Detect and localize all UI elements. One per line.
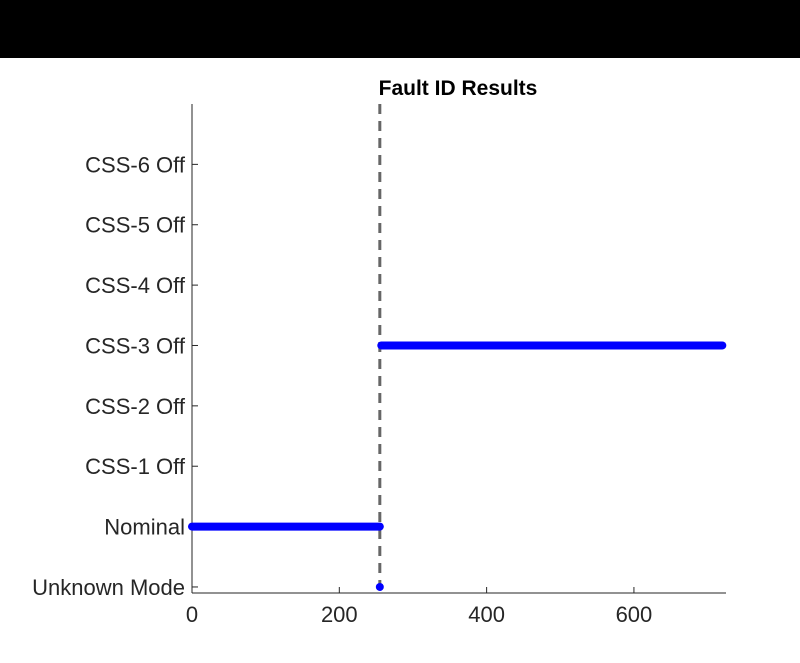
y-tick-label: CSS-6 Off [85,152,186,177]
y-tick-label: CSS-1 Off [85,454,186,479]
y-tick-label: CSS-4 Off [85,273,186,298]
x-tick-label: 400 [468,602,505,627]
chart-title: Fault ID Results [379,77,538,100]
x-tick-label: 0 [186,602,198,627]
x-tick-label: 200 [321,602,358,627]
x-tick-label: 600 [616,602,653,627]
y-tick-label: CSS-2 Off [85,394,186,419]
y-tick-label: CSS-5 Off [85,213,186,238]
axes-group: Unknown Mode Nominal CSS-1 Off CSS-2 Off CSS… [32,104,726,627]
marks-group [188,104,727,593]
y-tick-label: Nominal [104,515,185,540]
y-tick-label: Unknown Mode [32,575,185,600]
data-point-1 [375,582,384,591]
y-tick-label: CSS-3 Off [85,333,186,358]
top-black-bar [0,0,800,58]
